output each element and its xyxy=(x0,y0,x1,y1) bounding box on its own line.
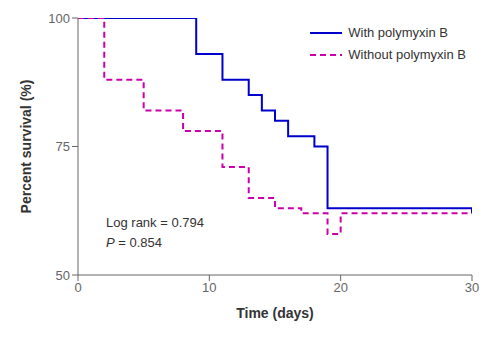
svg-text:75: 75 xyxy=(56,139,70,154)
svg-text:0: 0 xyxy=(74,280,81,295)
svg-text:50: 50 xyxy=(56,268,70,283)
svg-text:10: 10 xyxy=(202,280,216,295)
html-text:Log rank = 0.794: Log rank = 0.794 xyxy=(106,215,204,230)
html-text:Without polymyxin B: Without polymyxin B xyxy=(348,47,466,62)
svg-text:20: 20 xyxy=(333,280,347,295)
svg-text:100: 100 xyxy=(48,11,70,26)
svg-text:30: 30 xyxy=(465,280,479,295)
html-text:P = 0.854: P = 0.854 xyxy=(106,235,162,250)
svg-text:Percent survival (%): Percent survival (%) xyxy=(18,80,34,214)
html-text:With polymyxin B: With polymyxin B xyxy=(348,25,448,40)
svg-text:Time (days): Time (days) xyxy=(236,305,314,321)
